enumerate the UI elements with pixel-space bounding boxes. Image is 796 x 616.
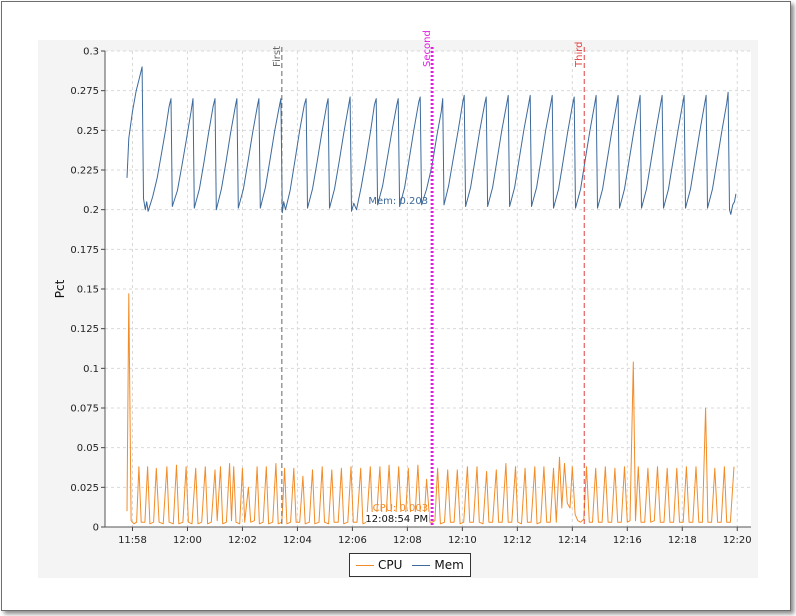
x-tick-label: 12:14 bbox=[558, 535, 587, 546]
marker-label-second: Second bbox=[422, 30, 433, 67]
legend-swatch-mem bbox=[412, 564, 431, 566]
marker-label-third: Third bbox=[574, 41, 585, 68]
y-tick-label: 0.275 bbox=[70, 86, 99, 97]
legend: CPU Mem bbox=[349, 553, 471, 577]
x-tick-label: 11:58 bbox=[118, 535, 147, 546]
y-tick-label: 0 bbox=[93, 523, 99, 534]
x-tick-label: 12:16 bbox=[613, 535, 642, 546]
y-tick-label: 0.05 bbox=[77, 443, 99, 454]
legend-swatch-cpu bbox=[356, 564, 374, 566]
x-tick-label: 12:20 bbox=[723, 535, 752, 546]
x-tick-label: 12:00 bbox=[173, 535, 202, 546]
legend-item-cpu: CPU bbox=[356, 558, 402, 572]
line-chart[interactable]: 0 0.025 0.05 0.075 0.1 0.125 0.15 0.175 0.2 0.225… bbox=[2, 2, 790, 610]
marker-label-first: First bbox=[272, 46, 283, 67]
y-tick-label: 0.175 bbox=[70, 245, 99, 256]
x-tick-label: 12:08 bbox=[393, 535, 422, 546]
annotation-cpu-value: CPU: 0.003 bbox=[373, 503, 429, 514]
y-axis-label: Pct bbox=[53, 279, 67, 298]
annotation-time-bg bbox=[366, 512, 430, 525]
x-tick-label: 12:12 bbox=[503, 535, 532, 546]
y-tick-label: 0.025 bbox=[70, 483, 99, 494]
plot-area bbox=[105, 51, 751, 527]
x-tick-label: 12:02 bbox=[228, 535, 257, 546]
series-line-mem bbox=[126, 66, 737, 215]
annotation-mem-value: Mem: 0.203 bbox=[368, 196, 428, 207]
y-tick-label: 0.25 bbox=[77, 126, 99, 137]
legend-label-mem: Mem bbox=[434, 558, 464, 572]
y-tick-label: 0.225 bbox=[70, 166, 99, 177]
series-line-cpu bbox=[126, 293, 735, 525]
y-tick-label: 0.075 bbox=[70, 404, 99, 415]
y-tick-label: 0.1 bbox=[83, 364, 99, 375]
x-tick-label: 12:18 bbox=[668, 535, 697, 546]
x-tick-label: 12:06 bbox=[338, 535, 367, 546]
y-tick-label: 0.125 bbox=[70, 324, 99, 335]
annotation-time-value: 12:08:54 PM bbox=[365, 514, 428, 525]
legend-label-cpu: CPU bbox=[378, 558, 403, 572]
y-tick-label: 0.15 bbox=[77, 285, 99, 296]
x-tick-label: 12:10 bbox=[448, 535, 477, 546]
legend-item-mem: Mem bbox=[412, 558, 464, 572]
x-tick-label: 12:04 bbox=[283, 535, 312, 546]
y-tick-label: 0.2 bbox=[83, 205, 99, 216]
y-tick-label: 0.3 bbox=[83, 47, 99, 58]
